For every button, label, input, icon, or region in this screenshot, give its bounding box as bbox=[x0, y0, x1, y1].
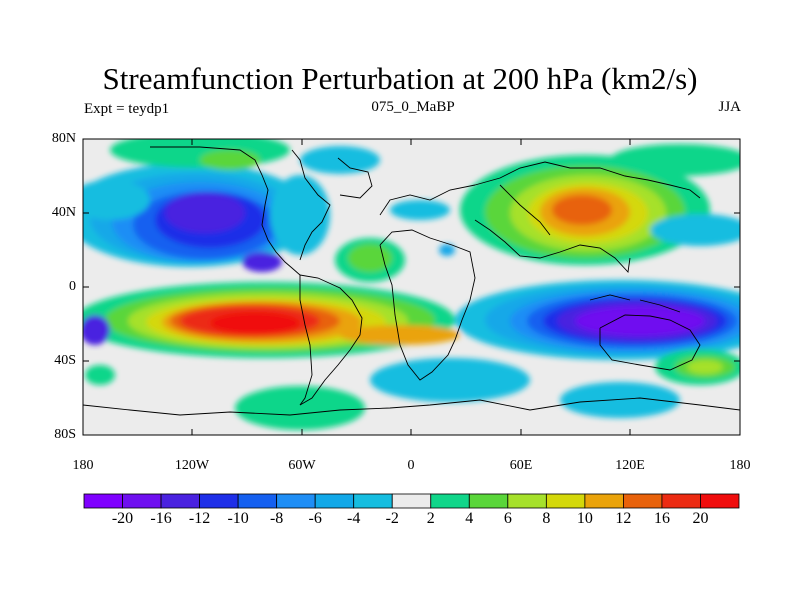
contour-field bbox=[83, 139, 740, 435]
colorbar bbox=[83, 493, 740, 509]
colorbar-swatch bbox=[507, 493, 547, 509]
lat-label-80n: 80N bbox=[51, 131, 76, 146]
colorbar-swatch bbox=[545, 493, 586, 509]
colorbar-swatch bbox=[237, 493, 278, 509]
colorbar-swatch bbox=[276, 493, 316, 509]
colorbar-swatch bbox=[160, 493, 200, 509]
colorbar-swatch bbox=[661, 493, 701, 509]
lon-label-60w: 60W bbox=[288, 458, 316, 473]
colorbar-label: 12 bbox=[615, 510, 632, 527]
colorbar-swatch bbox=[623, 493, 663, 509]
coastlines bbox=[83, 146, 740, 416]
colorbar-label: -10 bbox=[227, 510, 249, 527]
colorbar-label: 4 bbox=[465, 510, 474, 527]
lat-label-80s: 80S bbox=[54, 427, 76, 442]
lat-label-40n: 40N bbox=[51, 205, 76, 220]
lon-label-120e: 120E bbox=[615, 458, 645, 473]
season-label: JJA bbox=[718, 99, 741, 115]
colorbar-label: -16 bbox=[150, 510, 172, 527]
colorbar-label: 8 bbox=[542, 510, 551, 527]
colorbar-label: -6 bbox=[308, 510, 322, 527]
experiment-label: Expt = teydp1 bbox=[84, 101, 170, 117]
colorbar-label: -20 bbox=[111, 510, 134, 527]
colorbar-swatch bbox=[430, 493, 470, 509]
colorbar-label: -8 bbox=[269, 510, 284, 527]
colorbar-swatch bbox=[199, 493, 239, 509]
lon-label-60e: 60E bbox=[509, 458, 533, 473]
lon-label-180e: 180 bbox=[729, 458, 751, 473]
figure-title: Streamfunction Perturbation at 200 hPa (… bbox=[102, 61, 698, 96]
colorbar-label: 16 bbox=[653, 510, 670, 527]
colorbar-label: -12 bbox=[188, 510, 211, 527]
colorbar-label: -4 bbox=[347, 510, 361, 527]
colorbar-swatch bbox=[314, 493, 355, 509]
colorbar-label: 20 bbox=[692, 510, 709, 527]
lon-label-180w: 180 bbox=[72, 458, 94, 473]
colorbar-label: 6 bbox=[503, 510, 512, 527]
colorbar-label: 2 bbox=[426, 510, 435, 527]
case-label: 075_0_MaBP bbox=[371, 99, 455, 115]
colorbar-label: -2 bbox=[385, 510, 399, 527]
lat-label-eq: 0 bbox=[69, 279, 76, 294]
colorbar-swatch bbox=[700, 493, 740, 509]
colorbar-swatch bbox=[83, 493, 123, 509]
lon-label-0: 0 bbox=[407, 458, 415, 473]
colorbar-label: 10 bbox=[576, 510, 593, 527]
colorbar-swatch bbox=[584, 493, 624, 509]
colorbar-swatch bbox=[468, 493, 509, 509]
lat-label-40s: 40S bbox=[54, 353, 76, 368]
lon-label-120w: 120W bbox=[174, 458, 210, 473]
axis-ticks bbox=[82, 138, 741, 436]
colorbar-swatch bbox=[391, 493, 432, 509]
colorbar-swatch bbox=[122, 493, 162, 509]
colorbar-swatch bbox=[353, 493, 393, 509]
